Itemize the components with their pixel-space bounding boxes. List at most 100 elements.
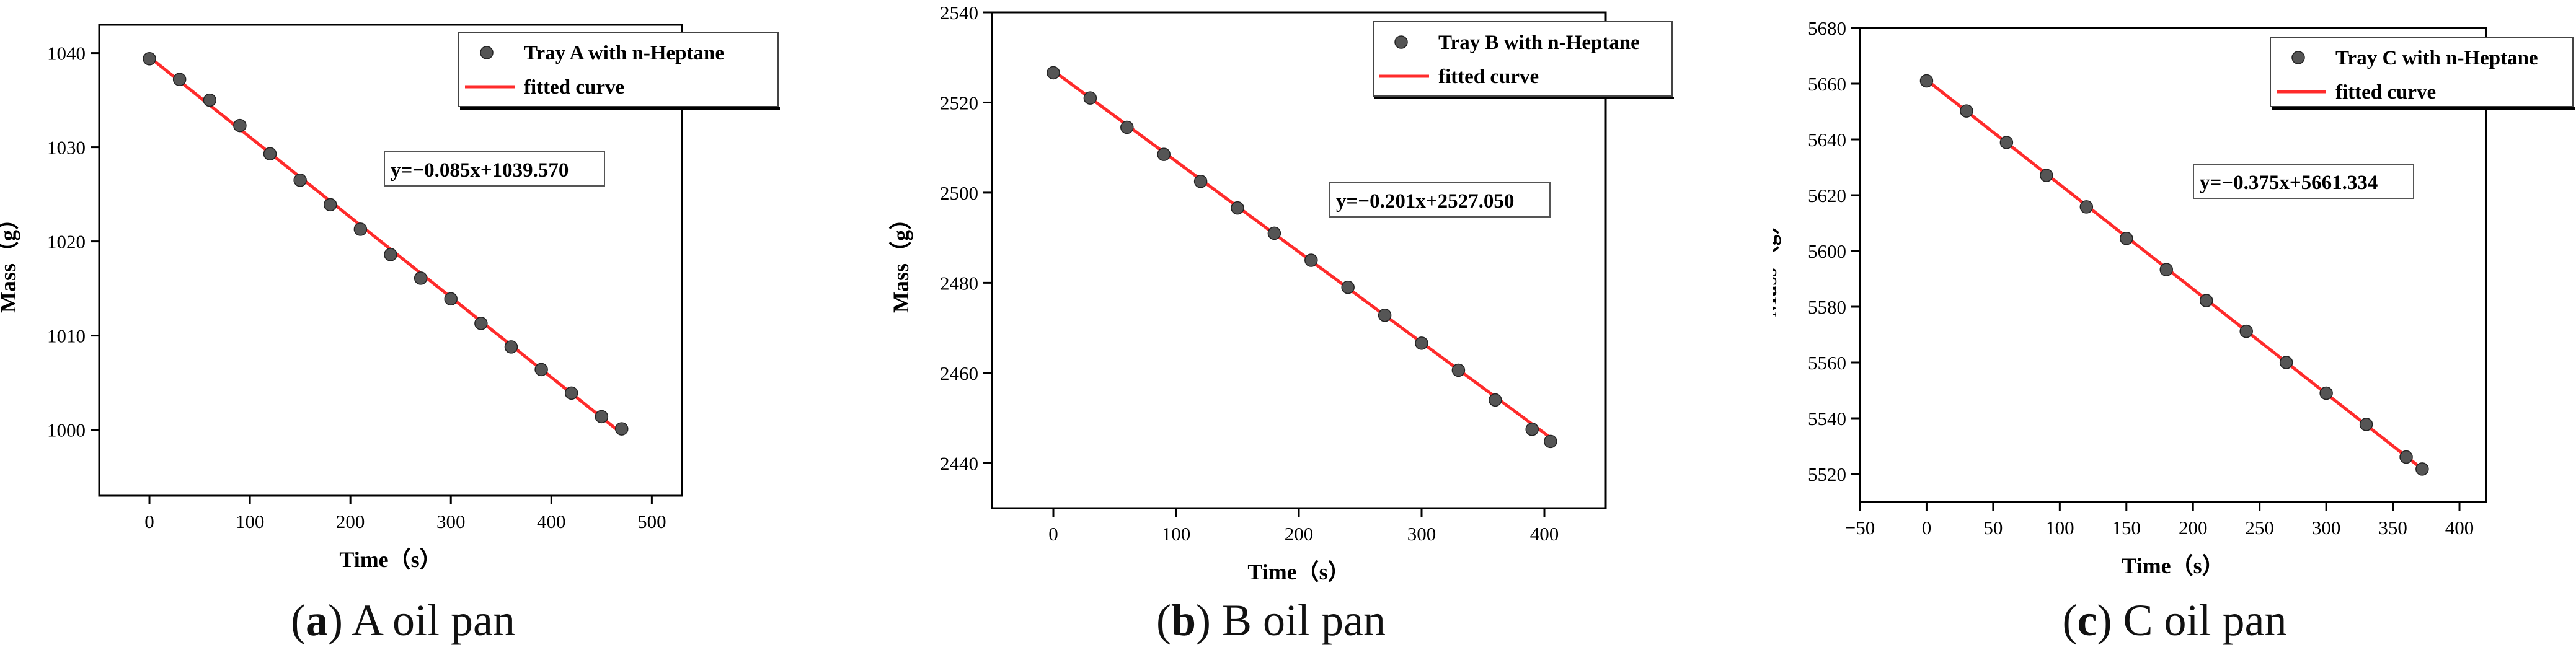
x-tick-label: 350: [2378, 517, 2407, 538]
data-point: [293, 174, 307, 187]
legend-marker-icon: [1394, 35, 1408, 49]
y-tick-label: 2500: [940, 182, 978, 204]
data-point: [2399, 450, 2413, 464]
x-tick-label: 200: [2179, 517, 2208, 538]
legend-scatter-label: Tray C with n-Heptane: [2335, 47, 2538, 69]
data-point: [1193, 174, 1208, 188]
x-tick-label: 400: [1530, 523, 1559, 545]
caption-c-text: C oil pan: [2123, 595, 2287, 645]
x-axis-label: Time（s）: [339, 547, 441, 572]
chart-panel-b: 0 100 200 300 400 2440 2460 2480 2500 2520 2540 Tim…: [868, 0, 1674, 668]
data-point: [1919, 74, 1934, 88]
data-point: [1267, 226, 1281, 240]
data-point: [1157, 147, 1171, 161]
fitted-curve-line: [1925, 79, 2423, 470]
data-point: [1378, 308, 1392, 322]
data-point: [474, 317, 488, 330]
data-point: [2159, 263, 2174, 276]
y-tick-label: 5520: [1808, 464, 1846, 485]
fit-equation: y=−0.201x+2527.050: [1336, 190, 1514, 213]
caption-b: (b) B oil pan: [1156, 595, 1386, 645]
caption-a-letter: a: [305, 595, 328, 645]
data-point: [1231, 201, 1244, 215]
data-point: [444, 292, 458, 306]
data-point: [1083, 91, 1097, 105]
fit-equation: y=−0.375x+5661.334: [2200, 172, 2378, 194]
y-tick-label: 1040: [47, 43, 86, 64]
caption-a-text: A oil pan: [352, 595, 515, 645]
data-point: [1960, 104, 1973, 118]
data-point: [2040, 169, 2053, 182]
x-tick-label: 200: [1285, 523, 1314, 545]
data-point: [534, 363, 548, 377]
legend-line-label: fitted curve: [1438, 66, 1539, 88]
data-point: [2079, 200, 2094, 214]
data-point: [2120, 232, 2133, 245]
y-axis-label: Mass（g）: [888, 208, 913, 313]
x-tick-label: 300: [436, 511, 466, 532]
data-point: [233, 118, 247, 133]
legend-line-label: fitted curve: [524, 76, 624, 99]
x-axis-label: Time（s）: [1247, 560, 1350, 582]
data-point: [1489, 393, 1502, 407]
data-point: [1999, 136, 2014, 149]
y-tick-label: 5560: [1808, 352, 1846, 374]
data-point: [1047, 66, 1060, 80]
x-tick-label: 300: [2312, 517, 2341, 538]
data-point: [1415, 336, 1428, 350]
data-point: [353, 222, 368, 236]
y-tick-label: 5640: [1808, 129, 1846, 151]
caption-b-text: B oil pan: [1222, 595, 1386, 645]
data-point: [615, 422, 629, 436]
y-tick-label: 5540: [1808, 408, 1846, 429]
y-tick-label: 2520: [940, 92, 978, 113]
y-tick-label: 1010: [47, 325, 86, 347]
chart-c: −50 0 50 100 150 200 250 300 350 400 5520 5540 5560 5…: [1773, 17, 2575, 578]
data-point: [2199, 294, 2213, 307]
y-tick-label: 2540: [940, 2, 978, 24]
x-tick-label: 0: [1922, 517, 1932, 538]
data-point: [172, 73, 187, 86]
x-axis-label: Time（s）: [2122, 553, 2224, 578]
data-point: [1544, 434, 1557, 449]
data-point: [564, 386, 578, 400]
caption-b-letter: b: [1171, 595, 1197, 645]
data-point: [2279, 356, 2293, 369]
fitted-curve-line: [148, 56, 623, 435]
x-tick-label: 150: [2112, 517, 2141, 538]
equation-box: [384, 151, 605, 187]
x-tick-label: 400: [2445, 517, 2474, 538]
legend-marker-icon: [2291, 51, 2305, 64]
y-tick-label: 5620: [1808, 185, 1846, 206]
y-tick-label: 1000: [47, 420, 86, 441]
data-point: [2415, 462, 2429, 476]
equation-box: [2193, 164, 2414, 199]
data-point: [2319, 386, 2333, 400]
legend-marker-icon: [480, 46, 494, 59]
x-tick-label: 100: [1162, 523, 1191, 545]
y-tick-label: 5680: [1808, 17, 1846, 39]
y-tick-label: 2480: [940, 272, 978, 294]
y-axis-label: Mass（g）: [1773, 213, 1781, 318]
data-point: [324, 198, 337, 212]
caption-c-letter: c: [2077, 595, 2097, 645]
x-tick-label: 50: [1983, 517, 2003, 538]
x-tick-label: 100: [2045, 517, 2074, 538]
legend-scatter-label: Tray B with n-Heptane: [1438, 32, 1640, 54]
fitted-curve-line: [1052, 69, 1552, 439]
y-tick-label: 5580: [1808, 296, 1846, 318]
plot-frame: [1859, 27, 2487, 503]
data-point: [384, 248, 397, 261]
data-point: [1120, 120, 1134, 134]
x-tick-label: 400: [537, 511, 566, 532]
data-point: [143, 51, 156, 66]
equation-box: [1329, 182, 1551, 218]
data-point: [263, 147, 277, 160]
y-tick-label: 2460: [940, 363, 978, 384]
data-point: [1341, 280, 1355, 294]
data-point: [1451, 363, 1466, 377]
chart-b: 0 100 200 300 400 2440 2460 2480 2500 2520 2540 Tim…: [888, 2, 1674, 582]
x-tick-label: 300: [1407, 523, 1436, 545]
chart-panel-c: −50 0 50 100 150 200 250 300 350 400 5520 5540 5560 5…: [1773, 0, 2576, 668]
y-axis-label: Mass（g）: [0, 208, 20, 313]
